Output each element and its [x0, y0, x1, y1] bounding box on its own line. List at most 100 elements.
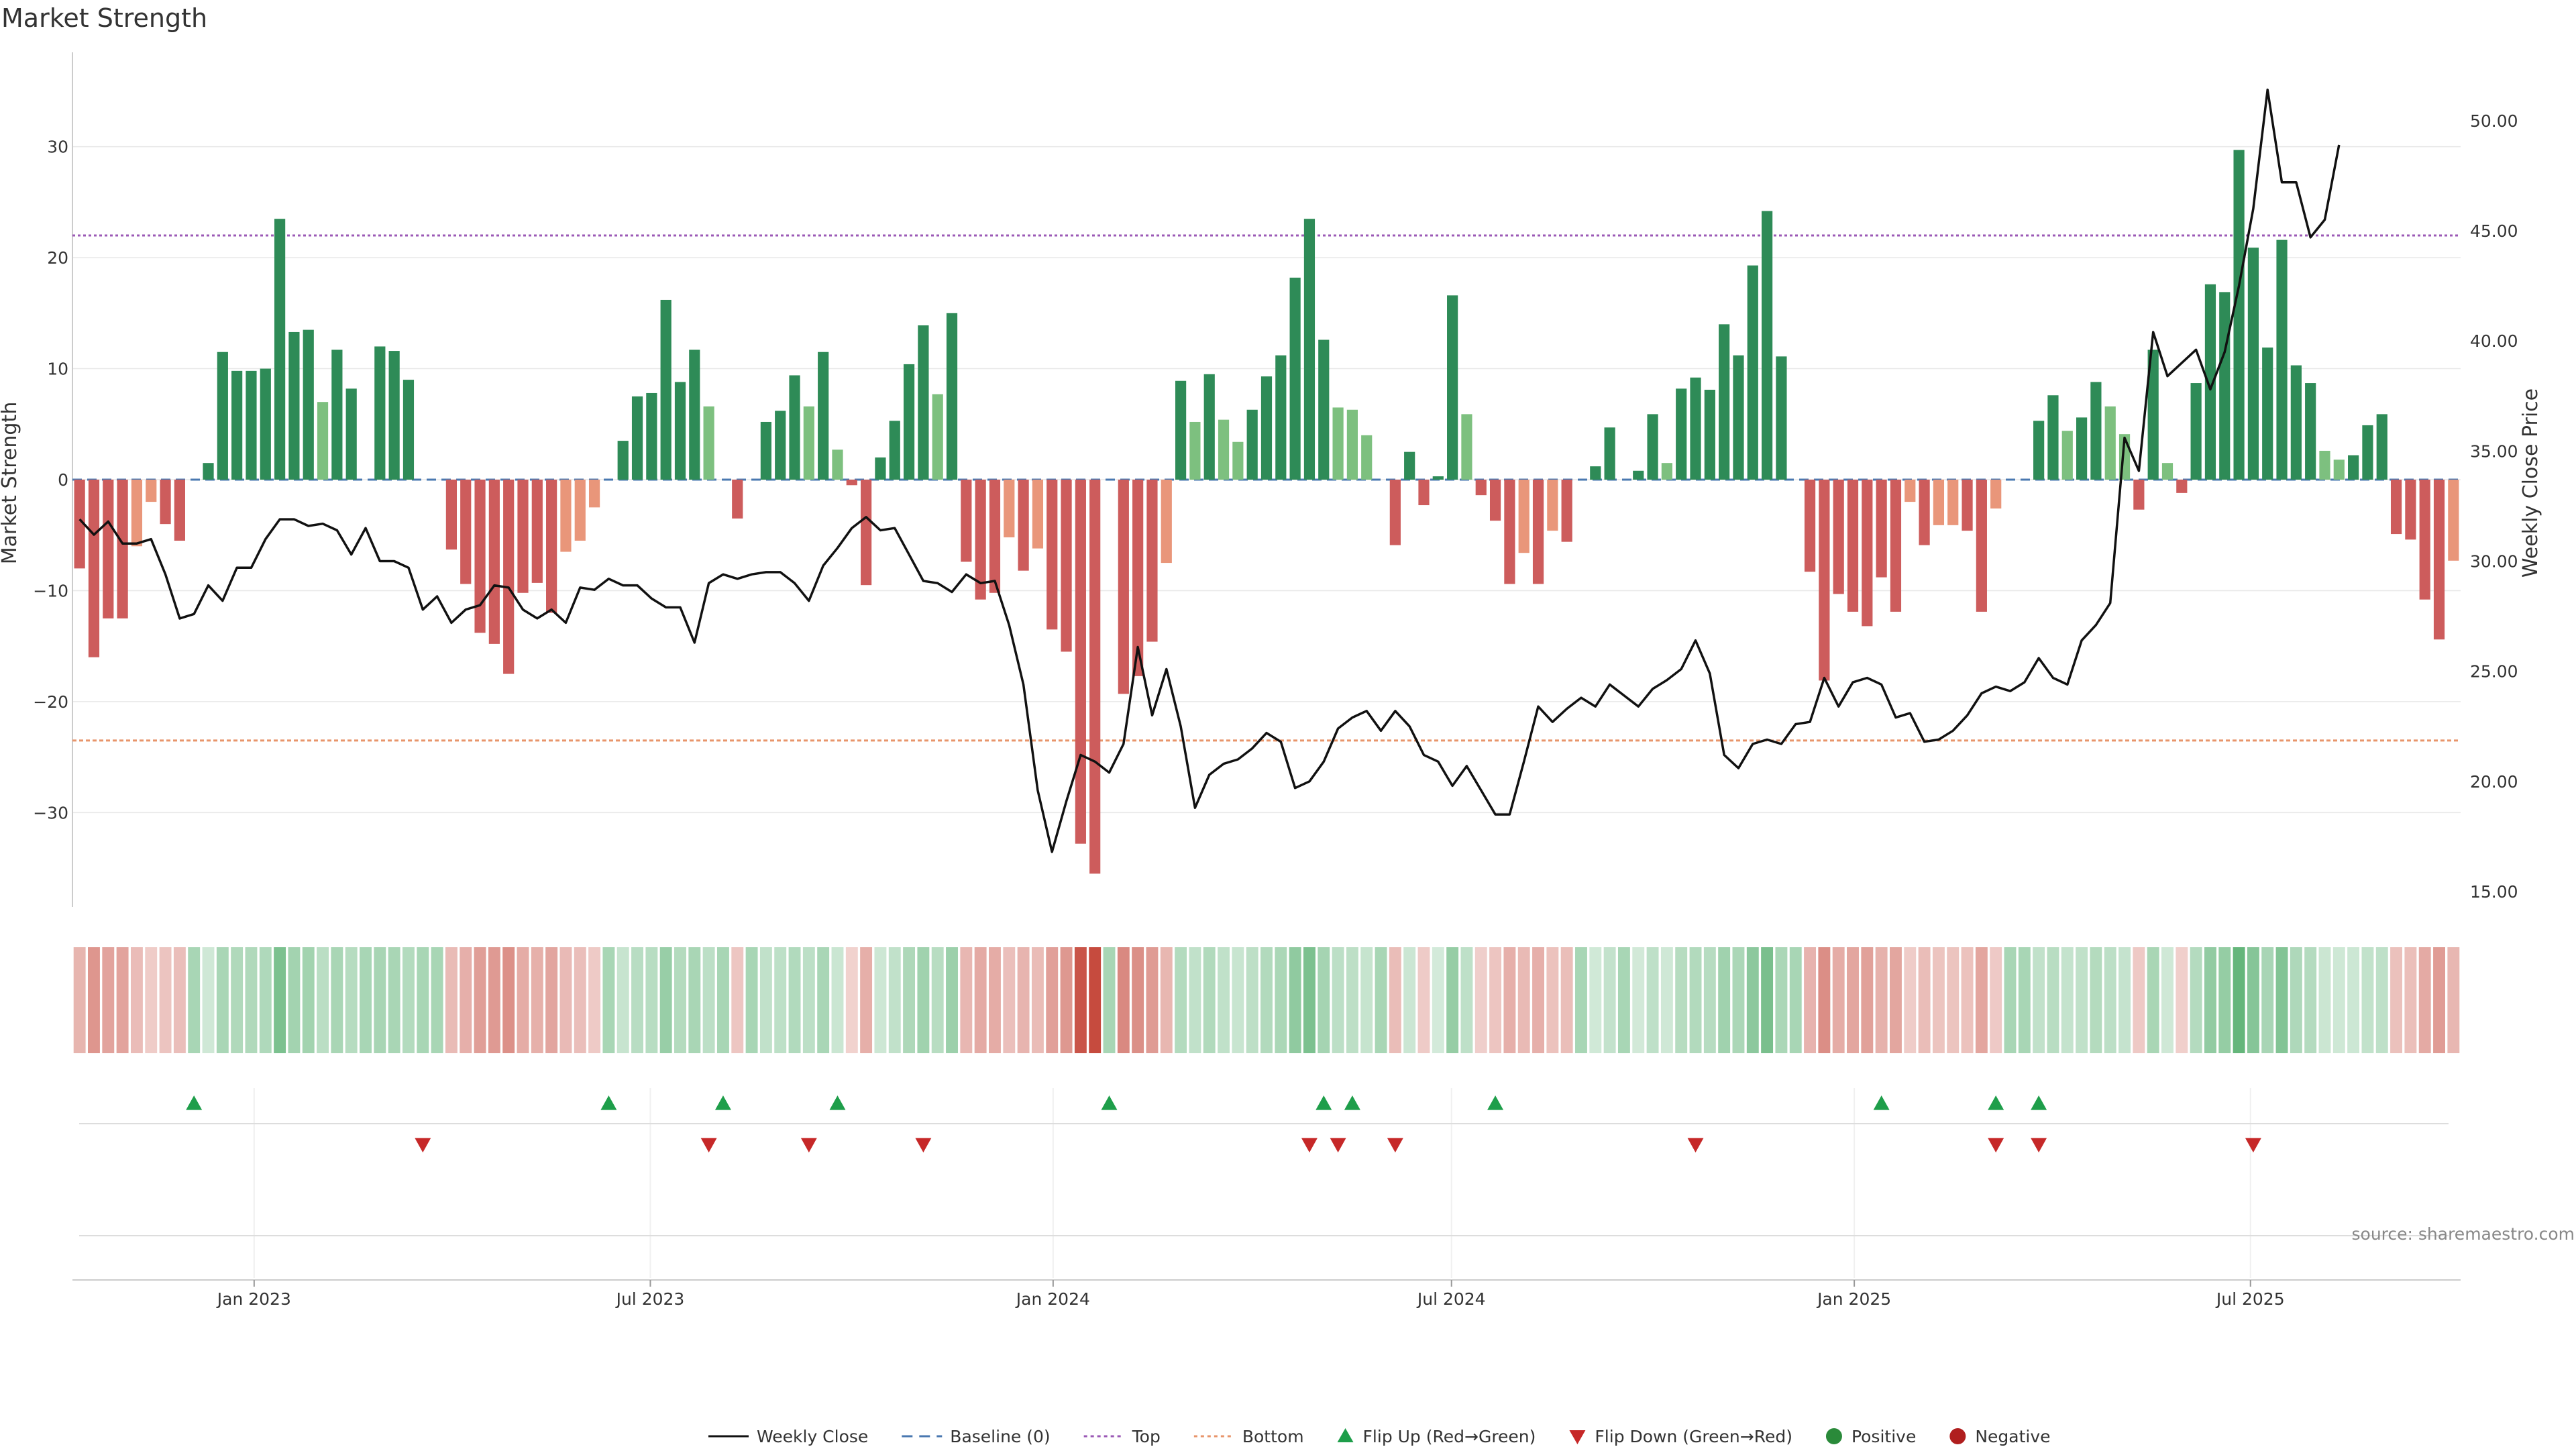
strength-bar [1976, 480, 1987, 612]
y-right-tick-label: 35.00 [2470, 441, 2518, 461]
heat-cell [1575, 947, 1587, 1053]
strength-bar [2104, 406, 2116, 480]
x-tick-label: Jan 2024 [1015, 1289, 1090, 1309]
heat-cell [874, 947, 887, 1053]
heat-cell [1046, 947, 1059, 1053]
heat-cell [1417, 947, 1430, 1053]
flip-down-marker [1988, 1138, 2004, 1152]
y-left-tick-label: 0 [58, 470, 68, 490]
heat-cell [1132, 947, 1144, 1053]
strength-bar [1747, 265, 1758, 480]
strength-bar [1332, 407, 1344, 480]
flip-down-marker [1330, 1138, 1346, 1152]
strength-bar [660, 299, 672, 480]
strength-bar [74, 480, 85, 569]
flip-down-marker [1387, 1138, 1403, 1152]
strength-bar [775, 411, 786, 480]
heat-cell [559, 947, 572, 1053]
strength-bar [1318, 339, 1330, 480]
heat-cell [73, 947, 86, 1053]
heat-cell [2332, 947, 2345, 1053]
strength-bar [2305, 383, 2316, 480]
heat-cell [631, 947, 643, 1053]
heat-cell [2347, 947, 2360, 1053]
strength-bar [889, 421, 900, 480]
strength-bar [2219, 292, 2231, 480]
strength-bar [2419, 480, 2430, 600]
heat-cell [488, 947, 500, 1053]
heat-cell [1947, 947, 1960, 1053]
legend-label: Negative [1975, 1427, 2050, 1446]
heat-cell [2004, 947, 2017, 1053]
heat-cell [159, 947, 172, 1053]
strength-bar [1389, 480, 1401, 545]
strength-bar [1819, 480, 1830, 681]
heat-cell [1318, 947, 1330, 1053]
flip-up-marker [1316, 1095, 1332, 1110]
strength-bar [1719, 324, 1730, 480]
heat-cell [1532, 947, 1544, 1053]
flip-up-marker [829, 1095, 846, 1110]
strength-bar [2247, 248, 2259, 480]
y-right-tick-label: 45.00 [2470, 221, 2518, 241]
strength-bar [631, 396, 643, 480]
heat-cell [1804, 947, 1817, 1053]
heat-cell [1103, 947, 1116, 1053]
heat-cell [1074, 947, 1087, 1053]
strength-bar [146, 480, 157, 502]
heat-cell [1932, 947, 1945, 1053]
flip-up-marker [1873, 1095, 1890, 1110]
legend-swatch [1569, 1430, 1586, 1444]
flip-down-marker [1687, 1138, 1704, 1152]
heat-cell [974, 947, 987, 1053]
heat-cell [374, 947, 386, 1053]
strength-bar [546, 480, 557, 613]
strength-bar [1561, 480, 1572, 542]
heat-cell [989, 947, 1001, 1053]
strength-bar [1275, 355, 1287, 480]
strength-bar [560, 480, 572, 552]
legend: Weekly Close Baseline (0) Top Bottom Flip Up… [708, 1427, 2051, 1446]
strength-bar [103, 480, 114, 619]
legend-item: Negative [1949, 1427, 2051, 1446]
heat-cell [2218, 947, 2231, 1053]
axes: −30 −20 −10 0 10 20 30 15.00 20.00 25.00 30.00 35.0… [33, 52, 2518, 907]
heat-cell [817, 947, 830, 1053]
heat-cell [402, 947, 415, 1053]
heat-cell [1446, 947, 1459, 1053]
x-tick-label: Jul 2024 [1416, 1289, 1486, 1309]
heat-cell [245, 947, 258, 1053]
heat-cell [502, 947, 515, 1053]
strength-bar [1232, 441, 1244, 480]
strength-bar [617, 441, 629, 480]
strength-bar [2090, 382, 2102, 480]
flip-up-marker [1487, 1095, 1504, 1110]
heat-cell [2176, 947, 2188, 1053]
flip-up-marker [186, 1095, 203, 1110]
heat-cell [2018, 947, 2031, 1053]
heat-cell [2375, 947, 2388, 1053]
heat-cell [1375, 947, 1387, 1053]
legend-label: Weekly Close [757, 1427, 868, 1446]
strength-bar [2333, 460, 2345, 480]
legend-label: Bottom [1242, 1427, 1304, 1446]
strength-bar [260, 368, 271, 480]
strength-bar [2204, 284, 2216, 480]
heat-cell [360, 947, 372, 1053]
heat-cell [1990, 947, 2002, 1053]
heat-cell [173, 947, 186, 1053]
strength-bar [674, 382, 686, 480]
strength-bar [1404, 451, 1415, 480]
heat-cell [259, 947, 272, 1053]
strength-bar [1547, 480, 1558, 531]
strength-bar [1303, 219, 1316, 480]
strength-bar [2348, 455, 2359, 480]
strength-bar [88, 480, 100, 657]
heat-cell [802, 947, 815, 1053]
strength-bar [288, 331, 300, 480]
heat-cell [917, 947, 930, 1053]
strength-bar [1862, 480, 1873, 627]
strength-bar [1904, 480, 1916, 502]
heat-cell [1617, 947, 1630, 1053]
heat-cell [2275, 947, 2288, 1053]
